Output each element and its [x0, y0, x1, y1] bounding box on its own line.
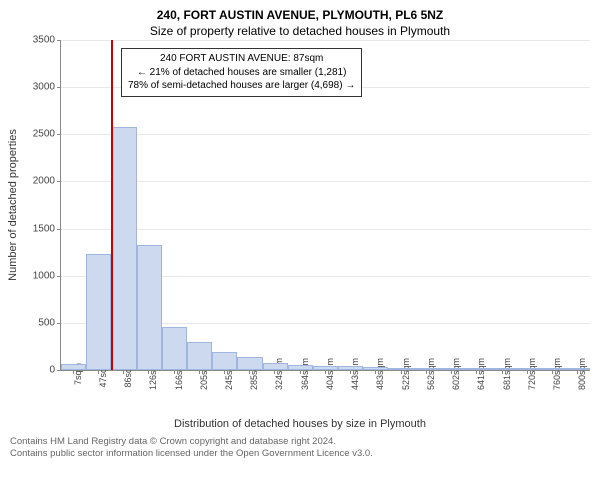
x-tick-slot: 166sqm: [161, 370, 186, 420]
histogram-bar: [111, 127, 136, 370]
x-tick-slot: 562sqm: [413, 370, 438, 420]
histogram-bar: [86, 254, 111, 370]
info-line-size: 240 FORT AUSTIN AVENUE: 87sqm: [128, 52, 355, 66]
x-tick-slot: 126sqm: [136, 370, 161, 420]
y-axis-label: Number of detached properties: [7, 129, 19, 281]
bar-slot: [565, 40, 590, 370]
y-tick-label: 3000: [33, 82, 55, 93]
histogram-bar: [565, 368, 590, 370]
y-tick-label: 2000: [33, 176, 55, 187]
footer-line-2: Contains public sector information licen…: [10, 448, 590, 460]
histogram-bar: [489, 368, 514, 370]
x-tick-slot: 720sqm: [514, 370, 539, 420]
x-tick-slot: 443sqm: [338, 370, 363, 420]
attribution-footer: Contains HM Land Registry data © Crown c…: [0, 430, 600, 461]
x-tick-slot: 760sqm: [539, 370, 564, 420]
x-tick-slot: 86sqm: [110, 370, 135, 420]
histogram-bar: [313, 366, 338, 370]
histogram-bar: [263, 363, 288, 370]
bar-slot: [464, 40, 489, 370]
histogram-bar: [540, 368, 565, 370]
x-tick-slot: 800sqm: [565, 370, 590, 420]
histogram-bar: [288, 365, 313, 370]
info-line-smaller: ← 21% of detached houses are smaller (1,…: [128, 66, 355, 80]
footer-line-1: Contains HM Land Registry data © Crown c…: [10, 436, 590, 448]
histogram-bar: [187, 342, 212, 370]
x-tick-slot: 324sqm: [262, 370, 287, 420]
bar-slot: [61, 40, 86, 370]
page-subtitle: Size of property relative to detached ho…: [0, 22, 600, 40]
histogram-chart: Number of detached properties 240 FORT A…: [60, 40, 590, 400]
x-tick-slot: 483sqm: [363, 370, 388, 420]
plot-area: Number of detached properties 240 FORT A…: [60, 40, 590, 371]
bar-slot: [86, 40, 111, 370]
histogram-bar: [212, 352, 237, 370]
y-tick-label: 1500: [33, 223, 55, 234]
x-tick-slot: 602sqm: [439, 370, 464, 420]
histogram-bar: [162, 327, 187, 370]
x-tick-slot: 285sqm: [237, 370, 262, 420]
x-tick-area: 7sqm47sqm86sqm126sqm166sqm205sqm245sqm28…: [60, 370, 590, 420]
histogram-bar: [61, 364, 86, 370]
x-tick-slot: 205sqm: [186, 370, 211, 420]
bar-slot: [363, 40, 388, 370]
histogram-bar: [137, 245, 162, 370]
property-info-box: 240 FORT AUSTIN AVENUE: 87sqm ← 21% of d…: [121, 48, 362, 97]
info-line-larger: 78% of semi-detached houses are larger (…: [128, 79, 355, 93]
histogram-bar: [338, 366, 363, 370]
bar-slot: [388, 40, 413, 370]
histogram-bar: [514, 368, 539, 370]
histogram-bar: [363, 367, 388, 370]
y-tick-label: 1000: [33, 270, 55, 281]
x-tick-slot: 47sqm: [85, 370, 110, 420]
x-tick-slot: 7sqm: [60, 370, 85, 420]
y-tick-label: 500: [38, 317, 55, 328]
x-tick-slot: 681sqm: [489, 370, 514, 420]
y-tick-label: 0: [49, 365, 55, 376]
histogram-bar: [388, 368, 413, 370]
x-tick-slot: 404sqm: [312, 370, 337, 420]
x-tick-slot: 364sqm: [287, 370, 312, 420]
bar-slot: [414, 40, 439, 370]
histogram-bar: [414, 368, 439, 370]
x-tick-slot: 245sqm: [211, 370, 236, 420]
x-tick-slot: 641sqm: [464, 370, 489, 420]
page-title-address: 240, FORT AUSTIN AVENUE, PLYMOUTH, PL6 5…: [0, 0, 600, 22]
y-tick-label: 2500: [33, 129, 55, 140]
bar-slot: [514, 40, 539, 370]
histogram-bar: [464, 368, 489, 370]
bar-slot: [540, 40, 565, 370]
y-tick-label: 3500: [33, 35, 55, 46]
x-tick-slot: 522sqm: [388, 370, 413, 420]
property-marker-line: [111, 40, 113, 370]
histogram-bar: [439, 368, 464, 370]
bar-slot: [439, 40, 464, 370]
histogram-bar: [237, 357, 262, 370]
bar-slot: [489, 40, 514, 370]
